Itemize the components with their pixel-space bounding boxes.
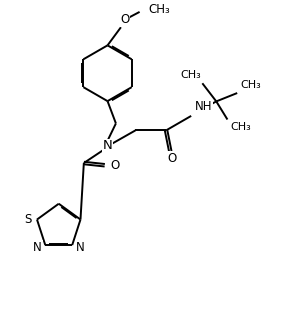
Text: CH₃: CH₃ [148, 3, 170, 16]
Text: CH₃: CH₃ [240, 80, 261, 90]
Text: CH₃: CH₃ [180, 70, 201, 80]
Text: N: N [33, 241, 42, 254]
Text: N: N [103, 139, 113, 152]
Text: N: N [76, 241, 84, 254]
Text: NH: NH [195, 100, 212, 113]
Text: O: O [167, 152, 176, 165]
Text: O: O [120, 13, 129, 26]
Text: S: S [25, 213, 32, 226]
Text: O: O [110, 159, 120, 172]
Text: CH₃: CH₃ [230, 122, 251, 132]
